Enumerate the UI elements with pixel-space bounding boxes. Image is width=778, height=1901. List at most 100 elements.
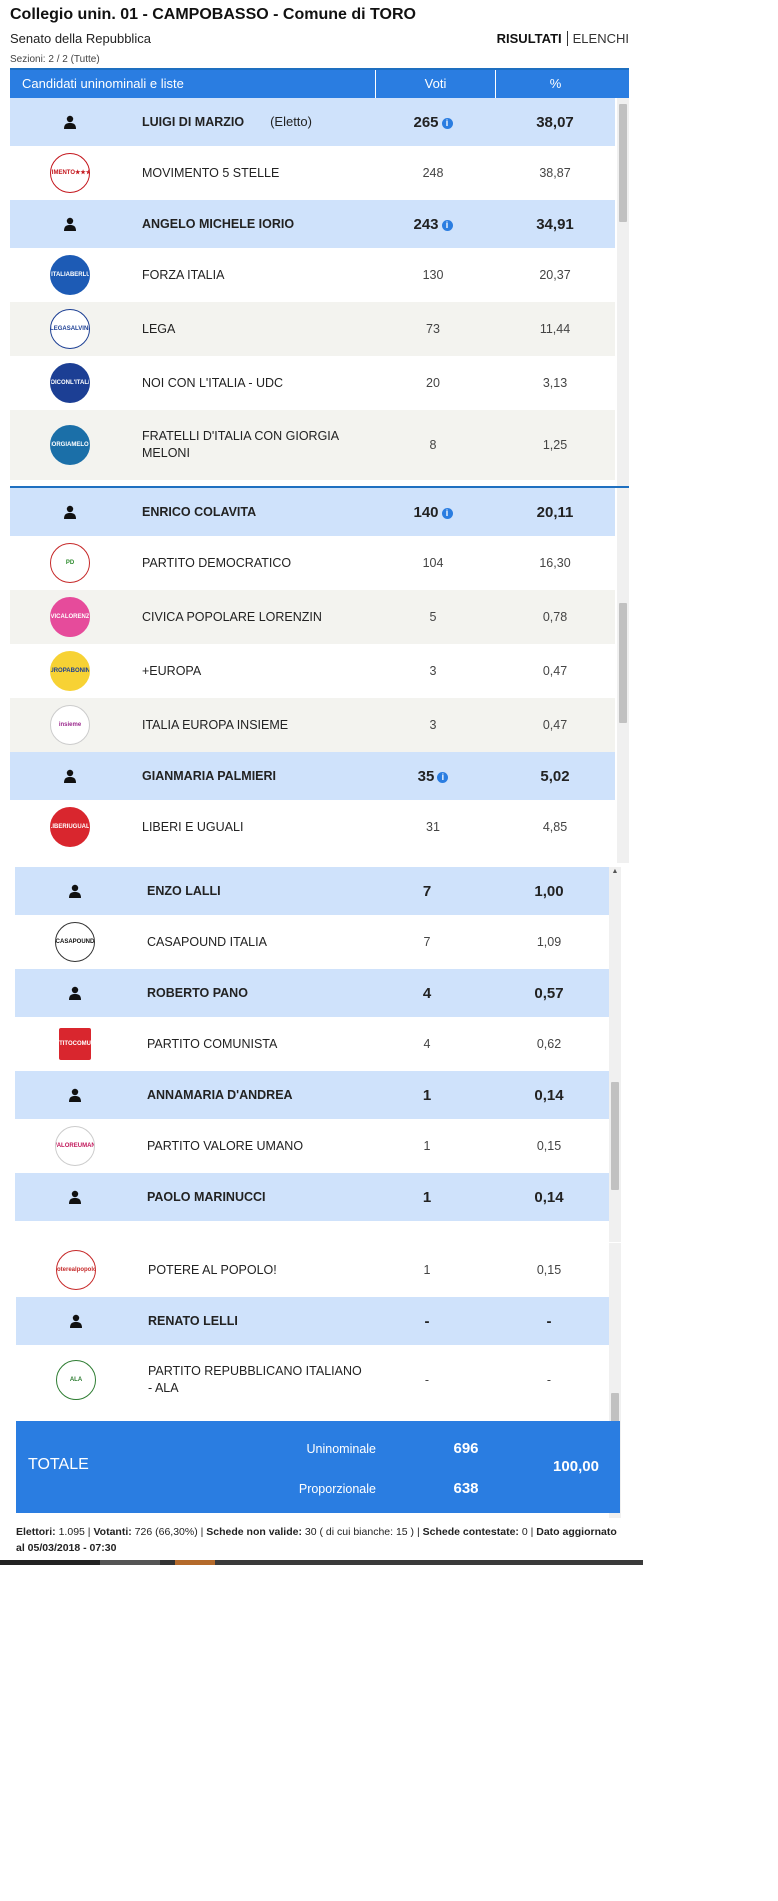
percent-cell: 1,25 [542,438,568,452]
tab-elenchi[interactable]: ELENCHI [572,31,629,46]
votes-value: 265 [413,113,439,131]
votes-value: - [424,1373,430,1387]
list-name: LIBERI E UGUALI [130,819,371,836]
percent-cell: 5,02 [540,767,570,785]
info-icon[interactable]: i [441,117,453,129]
name-text: NOI CON L'ITALIA - UDC [142,375,284,390]
name-text: ENRICO COLAVITA [142,504,257,519]
percent-cell: 16,30 [539,556,571,570]
person-icon [10,505,130,519]
name-text: ANNAMARIA D'ANDREA [147,1087,293,1102]
list-row-movimento-5-stelle: MOVIMENTO★★★★★ MOVIMENTO 5 STELLE 248 38,87 [10,146,615,200]
candidate-row-paolo-marinucci: PAOLO MARINUCCI 1 0,14 [15,1173,609,1221]
party-logo-icon: FORZAITALIABERLUSCONI [10,255,130,295]
list-name: PARTITO COMUNISTA [135,1036,365,1053]
list-row-partito-democratico: PD PARTITO DEMOCRATICO 104 16,30 [10,536,615,590]
list-name: PARTITO DEMOCRATICO [130,555,371,572]
name-text: CASAPOUND ITALIA [147,934,267,949]
scroll-up-arrow[interactable]: ▲ [611,868,619,875]
votes-cell: 5 [371,610,495,624]
scrollbar-thumb[interactable] [619,104,627,222]
electors-value: 1.095 [58,1526,85,1538]
list-name: FORZA ITALIA [130,267,371,284]
name-text: LIBERI E UGUALI [142,819,244,834]
scrollbar[interactable] [617,488,629,863]
party-logo-icon: LEGA SALVINI [10,309,130,349]
percent-cell: 0,57 [534,984,564,1002]
candidate-row-gianmaria-palmieri: GIANMARIA PALMIERI 35 i 5,02 [10,752,615,800]
person-icon [15,1088,135,1102]
page-title: Collegio unin. 01 - CAMPOBASSO - Comune … [10,6,416,23]
votes-cell: 140 i [371,504,495,521]
candidate-row-enzo-lalli: ENZO LALLI 7 1,00 [15,867,609,915]
percent-cell: 0,15 [536,1263,562,1277]
votes-value: 3 [429,718,437,732]
scrollbar[interactable]: ▲ [609,867,621,1242]
person-icon [15,1190,135,1204]
votes-value: 31 [426,820,440,834]
turnout-footer: Elettori: 1.095 | Votanti: 726 (66,30%) … [16,1526,617,1554]
votes-value: - [424,1312,430,1330]
candidate-row-roberto-pano: ROBERTO PANO 4 0,57 [15,969,609,1017]
list-name: FRATELLI D'ITALIA CON GIORGIA MELONI [130,428,371,462]
votes-value: 8 [429,438,437,452]
scrollbar[interactable] [617,98,629,486]
party-logo-icon: insieme [10,705,130,745]
view-tabs: RISULTATI ELENCHI [497,31,629,46]
percent-cell: - [546,1373,552,1387]
votes-value: 130 [422,268,444,282]
results-panel-1: Candidati uninominali e liste Voti % LUI… [10,68,629,488]
results-panel-3: ENZO LALLI 7 1,00 CASAPOUND CASAPOUND ITALIA… [15,867,621,1242]
voters-label: Votanti: [93,1526,132,1538]
party-logo: PD [50,543,90,583]
list-name: PARTITO REPUBBLICANO ITALIANO - ALA [136,1363,365,1397]
votes-value: 248 [422,166,444,180]
name-text: LUIGI DI MARZIO [142,115,245,129]
invalid-ballots-label: Schede non valide: [206,1526,302,1538]
votes-cell: 248 [371,166,495,180]
bottom-strip [0,1560,643,1565]
votes-value: 35 [417,767,435,785]
votes-value: 140 [413,503,439,521]
info-icon[interactable]: i [437,771,449,783]
party-logo-icon: ALA [16,1360,136,1400]
percent-cell: 0,14 [534,1188,564,1206]
votes-value: 7 [423,935,431,949]
totals-bar: TOTALE Uninominale Proporzionale 696 638… [16,1421,620,1513]
info-icon[interactable]: i [441,219,453,231]
scrollbar-thumb[interactable] [619,603,627,723]
name-text: PAOLO MARINUCCI [147,1189,266,1204]
party-logo: poterealpopolo! [56,1250,96,1290]
votes-cell: 104 [371,556,495,570]
scrollbar-thumb[interactable] [611,1082,619,1190]
votes-value: 104 [422,556,444,570]
list-name: NOI CON L'ITALIA - UDC [130,375,371,392]
name-text: PARTITO COMUNISTA [147,1036,278,1051]
uninominale-label: Uninominale [306,1442,376,1456]
party-logo: LEGA SALVINI [50,309,90,349]
candidate-name: ROBERTO PANO [135,985,365,1002]
name-text: POTERE AL POPOLO! [148,1262,277,1277]
name-text: MOVIMENTO 5 STELLE [142,165,280,180]
proporzionale-label: Proporzionale [298,1482,376,1496]
votes-value: 7 [422,882,432,900]
votes-value: 20 [426,376,440,390]
votes-cell: 73 [371,322,495,336]
name-text: ITALIA EUROPA INSIEME [142,717,289,732]
votes-value: 243 [413,215,439,233]
votes-value: 1 [423,1263,431,1277]
candidate-name: ANNAMARIA D'ANDREA [135,1087,365,1104]
percent-cell: 1,09 [536,935,562,949]
info-icon[interactable]: i [441,507,453,519]
list-name: LEGA [130,321,371,338]
tab-risultati[interactable]: RISULTATI [497,31,568,46]
list-row-casapound-italia: CASAPOUND CASAPOUND ITALIA 7 1,09 [15,915,609,969]
percent-cell: 4,85 [542,820,568,834]
elected-label: (Eletto) [270,114,312,129]
results-rows: LUIGI DI MARZIO(Eletto)265i38,07MOVIMENT… [10,98,615,480]
percent-cell: 38,87 [539,166,571,180]
